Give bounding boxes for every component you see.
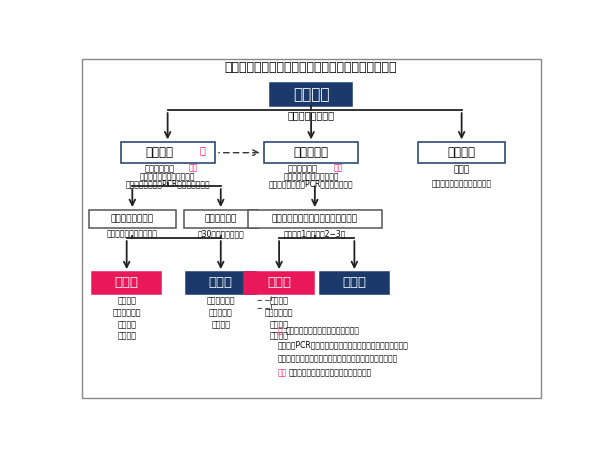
Text: （施設のPCR検査時間外、救急、産科救急、経皮的冠動脈イ: （施設のPCR検査時間外、救急、産科救急、経皮的冠動脈イ <box>277 340 408 349</box>
FancyBboxPatch shape <box>418 142 505 163</box>
Text: 民間検査センター: 民間検査センター <box>111 215 154 223</box>
FancyBboxPatch shape <box>121 142 215 163</box>
Text: 陽　性: 陽 性 <box>115 276 138 289</box>
Text: 抗体検査: 抗体検査 <box>447 146 476 159</box>
Text: 抗原検査再検
遅伝子検査
経過観察: 抗原検査再検 遅伝子検査 経過観察 <box>206 296 235 329</box>
Text: 感度は遅伝子検査に劣ることに注意: 感度は遅伝子検査に劣ることに注意 <box>286 327 360 335</box>
FancyBboxPatch shape <box>92 272 161 294</box>
Text: ＊＊: ＊＊ <box>277 368 287 377</box>
Text: 鼻咽頭拭い液: 鼻咽頭拭い液 <box>288 164 317 173</box>
Text: 感染に注意して検体を採取: 感染に注意して検体を採取 <box>283 172 339 181</box>
Text: ンターベンションなどが現時点の至適対象と考えられる）: ンターベンションなどが現時点の至適対象と考えられる） <box>277 354 398 363</box>
Text: 陰　性: 陰 性 <box>342 276 367 289</box>
Text: 陽　性: 陽 性 <box>267 276 291 289</box>
Text: 唤液を用いた検査に関しては現在検討中: 唤液を用いた検査に関しては現在検討中 <box>288 368 371 377</box>
Text: （外来、あるいはPCRセンターなど）: （外来、あるいはPCRセンターなど） <box>269 179 353 188</box>
Text: 通常卉日、早ければ当日: 通常卉日、早ければ当日 <box>107 230 158 239</box>
FancyBboxPatch shape <box>186 272 256 294</box>
Text: 民間検査センター，自施設，保健所: 民間検査センター，自施設，保健所 <box>272 215 358 223</box>
Text: 入院指示
宿泊施設待機
自宅待機
経過観察: 入院指示 宿泊施設待機 自宅待機 経過観察 <box>112 296 141 341</box>
FancyBboxPatch shape <box>89 210 176 228</box>
Text: 自施設で実施: 自施設で実施 <box>205 215 237 223</box>
Text: 感染に注意して検体を採取: 感染に注意して検体を採取 <box>140 172 195 181</box>
Text: ＊: ＊ <box>277 327 282 335</box>
FancyBboxPatch shape <box>270 82 352 106</box>
Text: 入院指示
宿泊施設待機
自宅待機
経過観察: 入院指示 宿泊施設待機 自宅待機 経過観察 <box>265 296 293 341</box>
Text: 早くとも1日，通常2−3日: 早くとも1日，通常2−3日 <box>283 230 346 239</box>
Text: 遅伝子検査: 遅伝子検査 <box>294 146 328 159</box>
Text: （外来、あるいはPCRセンターなど）: （外来、あるいはPCRセンターなど） <box>125 179 210 188</box>
Text: 血　液: 血 液 <box>453 165 470 174</box>
Text: 鼻咽頭拭い液: 鼻咽頭拭い液 <box>144 164 174 173</box>
Text: 外来患者: 外来患者 <box>293 87 330 102</box>
Text: 医師が必要と判断: 医師が必要と判断 <box>288 110 334 120</box>
Text: 抗原検査: 抗原検査 <box>145 146 173 159</box>
Text: 陰　性: 陰 性 <box>209 276 232 289</box>
FancyBboxPatch shape <box>81 59 541 398</box>
FancyBboxPatch shape <box>264 142 358 163</box>
Text: 約30分で結果が判明: 約30分で結果が判明 <box>197 230 244 239</box>
Text: 図　新型コロナウイルス感染症の検査の適用と流れ: 図 新型コロナウイルス感染症の検査の適用と流れ <box>225 61 398 74</box>
Text: ＊＊: ＊＊ <box>334 163 343 172</box>
FancyBboxPatch shape <box>248 210 382 228</box>
FancyBboxPatch shape <box>319 272 389 294</box>
Text: ＊＊: ＊＊ <box>189 163 198 172</box>
Text: 現在，有用性に関して検討中: 現在，有用性に関して検討中 <box>432 179 492 188</box>
Text: ＊: ＊ <box>200 145 206 155</box>
FancyBboxPatch shape <box>183 210 258 228</box>
FancyBboxPatch shape <box>244 272 314 294</box>
